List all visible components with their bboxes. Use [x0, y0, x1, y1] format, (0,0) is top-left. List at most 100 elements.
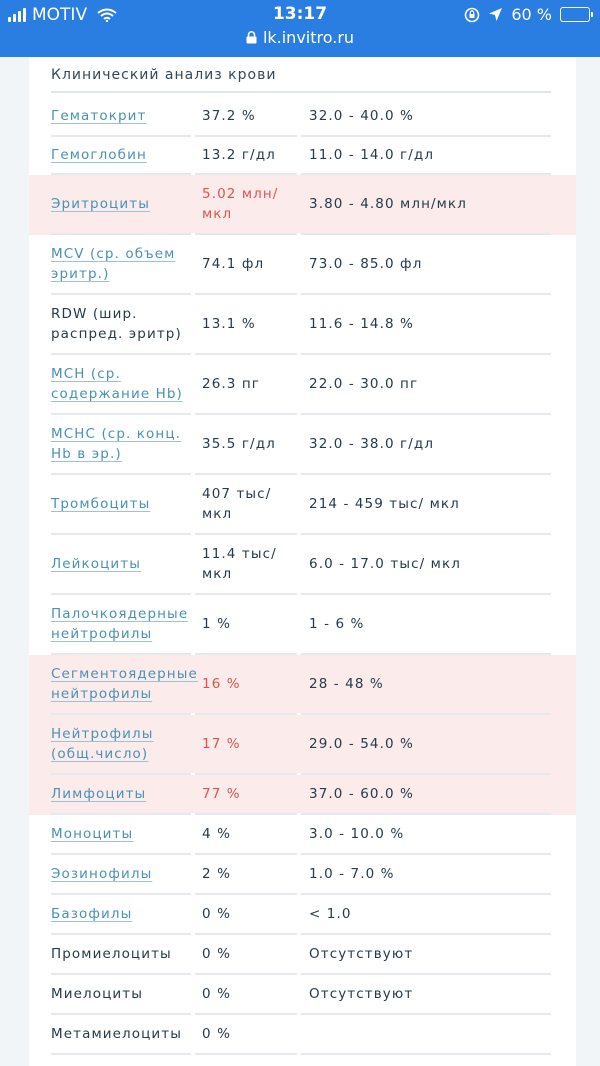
signal-icon: [8, 8, 26, 22]
row-divider: [51, 135, 551, 137]
test-value: 13.2 г/дл: [202, 147, 276, 163]
test-value: 16 %: [202, 676, 241, 692]
table-row: MCV (ср. объем эритр.) 74.1 фл 73.0 - 85.0…: [29, 235, 576, 295]
test-name: Метамиелоциты: [51, 1026, 183, 1042]
test-value: 1 %: [202, 616, 232, 632]
table-row: RDW (шир. распред. эритр) 13.1 % 11.6 - 14…: [29, 295, 576, 355]
reference-range: 3.80 - 4.80 млн/мкл: [309, 196, 467, 212]
table-row: Лимфоциты 77 % 37.0 - 60.0 %: [29, 775, 576, 815]
test-name-link[interactable]: MCHC (ср. конц. Hb в эр.): [51, 426, 182, 462]
browser-status-bar: MOTIV 13:17 60 % lk.invitro.ru: [0, 0, 600, 57]
row-divider: [51, 413, 551, 415]
test-value: 0 %: [202, 906, 232, 922]
test-name-link[interactable]: MCH (ср. содержание Hb): [51, 366, 183, 402]
test-value: 37.2 %: [202, 108, 256, 124]
test-name-link[interactable]: Базофилы: [51, 906, 133, 922]
reference-range: 73.0 - 85.0 фл: [309, 256, 423, 272]
row-divider: [51, 1013, 551, 1015]
url-text: lk.invitro.ru: [262, 28, 355, 47]
reference-range: 32.0 - 38.0 г/дл: [309, 436, 435, 452]
lock-icon: [246, 31, 257, 44]
test-name: Миелоциты: [51, 986, 144, 1002]
table-row: Эритроциты 5.02 млн/ мкл 3.80 - 4.80 млн/м…: [29, 175, 576, 235]
test-value: 5.02 млн/ мкл: [202, 186, 279, 222]
reference-range: < 1.0: [309, 906, 352, 922]
table-row: Промиелоциты 0 % Отсутствуют: [29, 935, 576, 975]
table-row: Базофилы 0 % < 1.0: [29, 895, 576, 935]
rotation-lock-icon: [465, 7, 480, 22]
test-value: 11.4 тыс/ мкл: [202, 546, 277, 582]
reference-range: 6.0 - 17.0 тыс/ мкл: [309, 556, 461, 572]
table-row: Нейтрофилы (общ.число) 17 % 29.0 - 54.0 %: [29, 715, 576, 775]
test-name-link[interactable]: Гемоглобин: [51, 147, 147, 163]
reference-range: 11.0 - 14.0 г/дл: [309, 147, 435, 163]
test-value: 2 %: [202, 866, 232, 882]
test-name-link[interactable]: Палочкоядерные нейтрофилы: [51, 606, 189, 642]
test-name-link[interactable]: MCV (ср. объем эритр.): [51, 246, 176, 282]
row-divider: [51, 773, 551, 775]
table-row: Гематокрит 37.2 % 32.0 - 40.0 %: [29, 97, 576, 137]
table-row: Гемоглобин 13.2 г/дл 11.0 - 14.0 г/дл: [29, 137, 576, 175]
row-divider: [51, 853, 551, 855]
test-value: 0 %: [202, 1026, 232, 1042]
table-row: Сегментоядерные нейтрофилы 16 % 28 - 48 %: [29, 655, 576, 715]
test-name: Промиелоциты: [51, 946, 172, 962]
reference-range: 28 - 48 %: [309, 676, 384, 692]
test-name-link[interactable]: Эозинофилы: [51, 866, 153, 882]
status-right: 60 %: [464, 5, 593, 24]
test-value: 77 %: [202, 786, 241, 802]
test-value: 17 %: [202, 736, 241, 752]
test-value: 4 %: [202, 826, 232, 842]
test-name-link[interactable]: Тромбоциты: [51, 496, 151, 512]
row-divider: [51, 973, 551, 975]
reference-range: Отсутствуют: [309, 946, 414, 962]
row-divider: [51, 933, 551, 935]
row-divider: [51, 233, 551, 235]
test-name-link[interactable]: Лимфоциты: [51, 786, 147, 802]
test-name-link[interactable]: Гематокрит: [51, 108, 147, 124]
reference-range: 11.6 - 14.8 %: [309, 316, 414, 332]
row-divider: [51, 1053, 551, 1055]
test-name: RDW (шир. распред. эритр): [51, 306, 182, 342]
section-title: Клинический анализ крови: [51, 67, 277, 83]
address-bar[interactable]: lk.invitro.ru: [0, 28, 600, 47]
test-name-link[interactable]: Лейкоциты: [51, 556, 142, 572]
reference-range: Отсутствуют: [309, 986, 414, 1002]
status-left: MOTIV: [8, 5, 117, 25]
row-divider: [51, 813, 551, 815]
wifi-icon: [97, 8, 117, 22]
row-divider: [51, 473, 551, 475]
reference-range: 1 - 6 %: [309, 616, 365, 632]
row-divider: [51, 893, 551, 895]
test-value: 0 %: [202, 986, 232, 1002]
reference-range: 22.0 - 30.0 пг: [309, 376, 419, 392]
row-divider: [51, 653, 551, 655]
reference-range: 29.0 - 54.0 %: [309, 736, 414, 752]
row-divider: [51, 293, 551, 295]
table-row: Тромбоциты 407 тыс/ мкл 214 - 459 тыс/ мкл: [29, 475, 576, 535]
location-arrow-icon: [489, 8, 503, 21]
row-divider: [51, 713, 551, 715]
reference-range: 214 - 459 тыс/ мкл: [309, 496, 460, 512]
reference-range: 37.0 - 60.0 %: [309, 786, 414, 802]
battery-icon: [560, 7, 593, 22]
test-value: 407 тыс/ мкл: [202, 486, 272, 522]
battery-percent: 60 %: [511, 5, 552, 24]
table-row: MCHC (ср. конц. Hb в эр.) 35.5 г/дл 32.0 -…: [29, 415, 576, 475]
test-value: 0 %: [202, 946, 232, 962]
row-divider: [51, 353, 551, 355]
test-name-link[interactable]: Моноциты: [51, 826, 134, 842]
table-row: Лейкоциты 11.4 тыс/ мкл 6.0 - 17.0 тыс/ мк…: [29, 535, 576, 595]
test-name-link[interactable]: Эритроциты: [51, 196, 150, 212]
carrier-name: MOTIV: [32, 5, 88, 25]
row-divider: [51, 593, 551, 595]
clock: 13:17: [272, 4, 328, 24]
results-card: Клинический анализ крови Гематокрит 37.2 …: [29, 57, 576, 1066]
table-row: Метамиелоциты 0 %: [29, 1015, 576, 1055]
test-value: 13.1 %: [202, 316, 256, 332]
test-name-link[interactable]: Сегментоядерные нейтрофилы: [51, 666, 198, 702]
table-row: Эозинофилы 2 % 1.0 - 7.0 %: [29, 855, 576, 895]
test-name-link[interactable]: Нейтрофилы (общ.число): [51, 726, 154, 762]
table-row: MCH (ср. содержание Hb) 26.3 пг 22.0 - 30.…: [29, 355, 576, 415]
table-row: Миелоциты 0 % Отсутствуют: [29, 975, 576, 1015]
